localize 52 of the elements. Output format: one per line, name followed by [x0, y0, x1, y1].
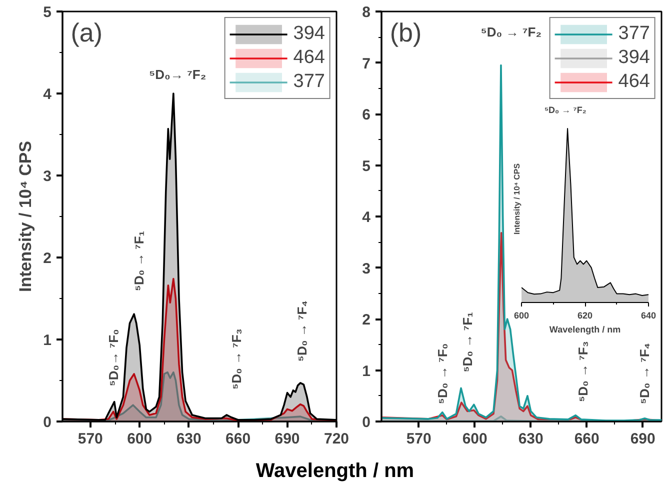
x-tick-label: 660 — [226, 430, 251, 448]
x-tick-label: 630 — [176, 430, 202, 448]
x-tick-label: 600 — [127, 430, 152, 448]
legend-label: 464 — [293, 47, 325, 69]
y-tick-label: 0 — [362, 414, 370, 431]
x-axis-title: Wavelength / nm — [549, 324, 621, 334]
annotation: ⁵D₀→ ⁷F₂ — [149, 67, 206, 82]
annotation: (b) — [390, 18, 422, 48]
annotation: (a) — [70, 18, 102, 48]
y-tick-label: 3 — [362, 260, 370, 278]
y-tick-label: 4 — [362, 209, 372, 226]
x-tick-label: 690 — [274, 430, 300, 448]
annotation: ⁵D₀ → ⁷F₁ — [132, 230, 147, 292]
x-tick-label: 640 — [640, 310, 656, 320]
annotation: ⁵D₀ → ⁷F₂ — [544, 104, 586, 115]
y-tick-label: 5 — [43, 4, 52, 21]
y-axis-title: Intensity / 10⁴ CPS — [512, 162, 522, 235]
x-tick-label: 600 — [462, 430, 488, 448]
x-tick-label: 660 — [574, 430, 600, 448]
legend-label: 394 — [618, 47, 650, 69]
x-axis-title: Wavelength / nm — [256, 459, 414, 484]
legend-label: 464 — [618, 71, 650, 93]
y-tick-label: 5 — [362, 158, 370, 175]
x-tick-label: 690 — [630, 430, 656, 448]
x-tick-label: 570 — [406, 430, 432, 448]
y-tick-label: 1 — [43, 332, 52, 349]
y-tick-label: 8 — [362, 4, 370, 21]
y-tick-label: 0 — [43, 414, 52, 431]
x-tick-label: 600 — [514, 310, 530, 320]
annotation: ⁵D₀ → ⁷F₁ — [460, 312, 475, 372]
annotation: ⁵D₀ → ⁷F₂ — [480, 24, 542, 40]
annotation: ⁵D₀ → ⁷F₀ — [434, 343, 450, 404]
annotation: ⁵D₀ → ⁷F₃ — [228, 328, 244, 390]
legend-label: 377 — [618, 23, 650, 45]
annotation: ⁵D₀ → ⁷F₄ — [294, 300, 310, 362]
y-tick-label: 1 — [362, 362, 370, 380]
y-tick-label: 6 — [362, 106, 370, 124]
x-tick-label: 620 — [577, 310, 593, 320]
x-tick-label: 570 — [78, 430, 103, 448]
y-axis-title: Intensity / 10⁴ CPS — [16, 140, 36, 292]
y-tick-label: 3 — [43, 168, 52, 185]
y-tick-label: 2 — [362, 312, 370, 328]
y-tick-label: 4 — [43, 86, 52, 103]
annotation: ⁵D₀→ ⁷F₀ — [106, 328, 121, 386]
y-tick-label: 7 — [362, 55, 370, 72]
annotation: ⁵D₀ → ⁷F₄ — [637, 342, 652, 404]
annotation: ⁵D₀ → ⁷F₃ — [576, 341, 591, 402]
legend-label: 394 — [293, 23, 325, 45]
x-tick-label: 720 — [324, 430, 350, 448]
legend-label: 377 — [293, 71, 325, 93]
y-tick-label: 2 — [43, 250, 52, 267]
x-tick-label: 630 — [518, 430, 544, 448]
